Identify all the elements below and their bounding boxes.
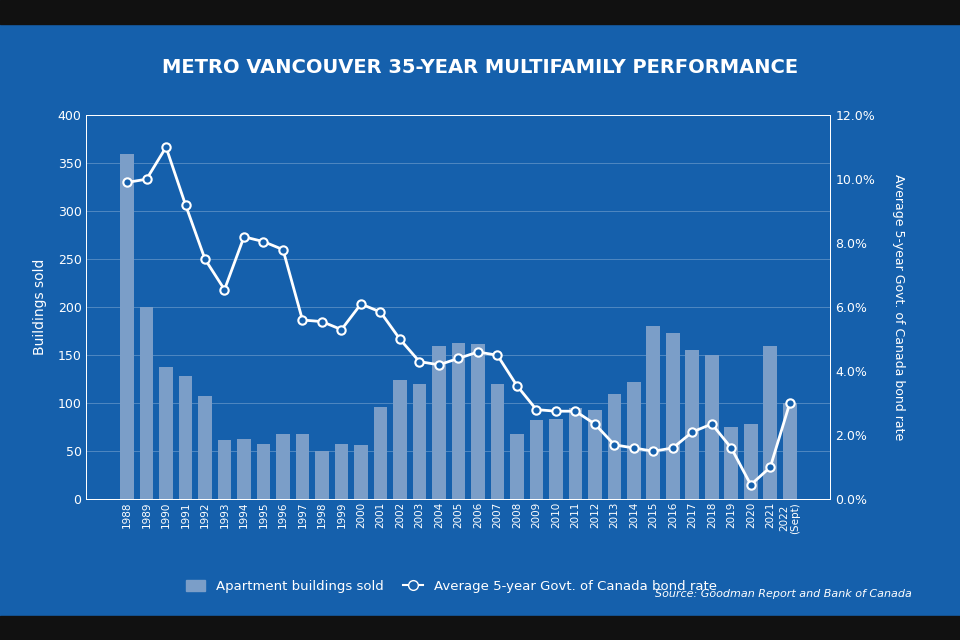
Bar	[354, 445, 368, 499]
Bar	[471, 344, 485, 499]
Bar	[432, 346, 445, 499]
Bar	[627, 382, 640, 499]
Bar	[685, 350, 699, 499]
Bar	[335, 444, 348, 499]
Bar	[510, 434, 524, 499]
Bar	[179, 376, 192, 499]
Bar	[608, 394, 621, 499]
Bar	[276, 434, 290, 499]
Bar	[491, 384, 504, 499]
Y-axis label: Buildings sold: Buildings sold	[33, 259, 46, 355]
Bar	[120, 154, 133, 499]
Legend: Apartment buildings sold, Average 5-year Govt. of Canada bond rate: Apartment buildings sold, Average 5-year…	[180, 574, 722, 598]
Bar	[256, 444, 271, 499]
Bar	[725, 428, 738, 499]
Bar	[783, 403, 797, 499]
Text: Source: Goodman Report and Bank of Canada: Source: Goodman Report and Bank of Canad…	[655, 589, 912, 599]
Bar	[218, 440, 231, 499]
Bar	[646, 326, 660, 499]
Bar	[296, 434, 309, 499]
Bar	[373, 407, 387, 499]
Bar	[237, 439, 251, 499]
Bar	[588, 410, 602, 499]
Bar	[705, 355, 719, 499]
Bar	[140, 307, 154, 499]
Bar	[744, 424, 757, 499]
Bar	[393, 380, 407, 499]
Bar	[451, 342, 466, 499]
Bar	[763, 346, 777, 499]
Text: METRO VANCOUVER 35-YEAR MULTIFAMILY PERFORMANCE: METRO VANCOUVER 35-YEAR MULTIFAMILY PERF…	[162, 58, 798, 77]
Bar	[549, 419, 563, 499]
Bar	[666, 333, 680, 499]
Bar	[159, 367, 173, 499]
Bar	[413, 384, 426, 499]
Bar	[568, 408, 582, 499]
Bar	[530, 420, 543, 499]
Bar	[198, 396, 212, 499]
Bar	[315, 451, 328, 499]
Y-axis label: Average 5-year Govt. of Canada bond rate: Average 5-year Govt. of Canada bond rate	[892, 174, 905, 440]
